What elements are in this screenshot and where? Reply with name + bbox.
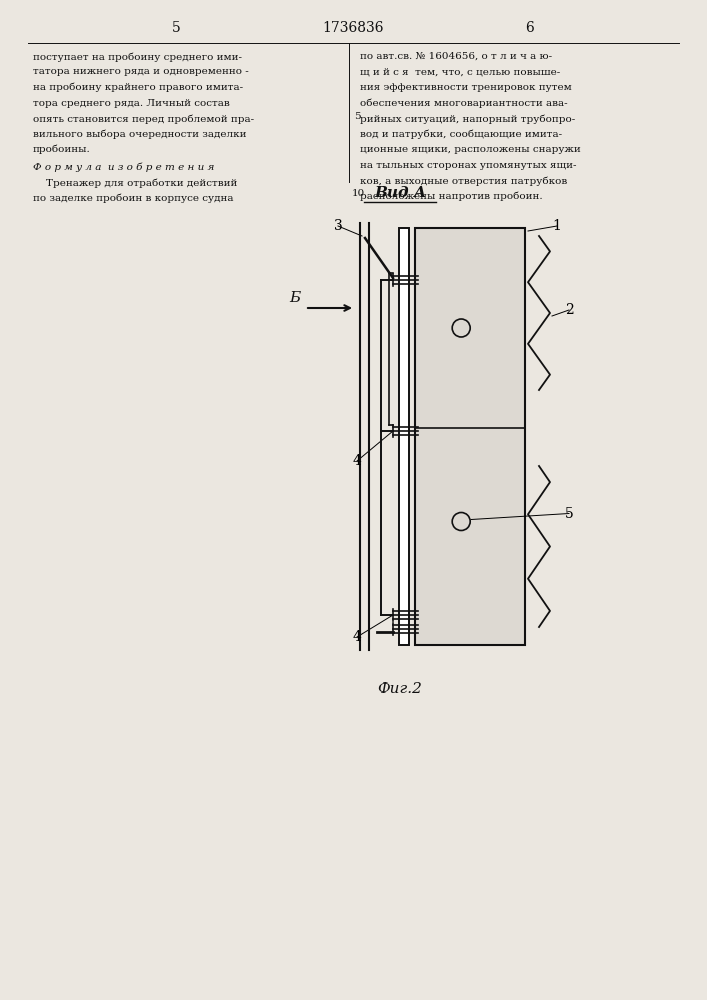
Text: 6: 6: [525, 21, 534, 35]
Text: по авт.св. № 1604656, о т л и ч а ю-: по авт.св. № 1604656, о т л и ч а ю-: [360, 52, 552, 61]
Text: Тренажер для отработки действий: Тренажер для отработки действий: [33, 178, 238, 188]
Bar: [399, 228, 409, 645]
Text: по заделке пробоин в корпусе судна: по заделке пробоин в корпусе судна: [33, 194, 233, 203]
Text: ния эффективности тренировок путем: ния эффективности тренировок путем: [360, 83, 572, 92]
Text: 1736836: 1736836: [322, 21, 384, 35]
Text: поступает на пробоину среднего ими-: поступает на пробоину среднего ими-: [33, 52, 242, 62]
Text: 5: 5: [172, 21, 180, 35]
Text: Фиг.2: Фиг.2: [378, 682, 423, 696]
Text: 5: 5: [354, 112, 361, 121]
Text: вильного выбора очередности заделки: вильного выбора очередности заделки: [33, 129, 247, 139]
Text: 5: 5: [565, 506, 573, 520]
Text: 4: 4: [353, 630, 361, 644]
Bar: [415, 228, 525, 645]
Text: рийных ситуаций, напорный трубопро-: рийных ситуаций, напорный трубопро-: [360, 114, 575, 123]
Text: ков, а выходные отверстия патрубков: ков, а выходные отверстия патрубков: [360, 176, 567, 186]
Text: обеспечения многовариантности ава-: обеспечения многовариантности ава-: [360, 99, 568, 108]
Text: 3: 3: [334, 219, 342, 233]
Text: Ф о р м у л а  и з о б р е т е н и я: Ф о р м у л а и з о б р е т е н и я: [33, 162, 214, 172]
Text: ционные ящики, расположены снаружи: ционные ящики, расположены снаружи: [360, 145, 580, 154]
Text: 2: 2: [565, 303, 573, 317]
Text: татора нижнего ряда и одновременно -: татора нижнего ряда и одновременно -: [33, 68, 249, 77]
Text: Вид А: Вид А: [374, 186, 426, 200]
Text: опять становится перед проблемой пра-: опять становится перед проблемой пра-: [33, 114, 254, 123]
Text: на тыльных сторонах упомянутых ящи-: на тыльных сторонах упомянутых ящи-: [360, 160, 576, 169]
Text: вод и патрубки, сообщающие имита-: вод и патрубки, сообщающие имита-: [360, 129, 562, 139]
Text: 1: 1: [553, 219, 561, 233]
Text: тора среднего ряда. Личный состав: тора среднего ряда. Личный состав: [33, 99, 230, 107]
Text: пробоины.: пробоины.: [33, 145, 90, 154]
Text: расположены напротив пробоин.: расположены напротив пробоин.: [360, 192, 543, 201]
Text: 4: 4: [353, 454, 361, 468]
Text: на пробоину крайнего правого имита-: на пробоину крайнего правого имита-: [33, 83, 243, 93]
Text: Б: Б: [288, 291, 300, 305]
Text: 10: 10: [352, 190, 366, 198]
Text: щ и й с я  тем, что, с целью повыше-: щ и й с я тем, что, с целью повыше-: [360, 68, 560, 77]
